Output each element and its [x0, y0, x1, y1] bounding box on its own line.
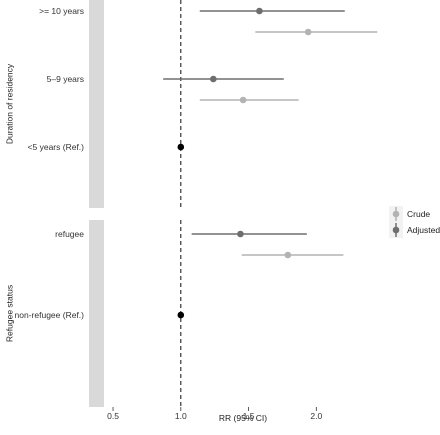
crude-point: [239, 96, 247, 104]
x-axis: 0.5 1.0 1.5 2.0: [107, 407, 322, 421]
row-label: >= 10 years: [39, 6, 84, 16]
row-10-years: >= 10 years: [39, 6, 378, 36]
panel-strip: [89, 220, 104, 407]
legend-label: Adjusted: [407, 225, 440, 235]
reference-point: [177, 143, 185, 151]
panel-duration-of-residency: Duration of residency >= 10 years 5–9 year…: [4, 0, 378, 208]
x-tick-label: 0.5: [107, 411, 119, 421]
legend: Crude Adjusted: [389, 206, 440, 238]
row-label: <5 years (Ref.): [28, 142, 85, 152]
row-label: non-refugee (Ref.): [15, 310, 85, 320]
x-axis-title: RR (95% CI): [219, 413, 267, 423]
crude-point: [304, 28, 312, 36]
adjusted-point: [210, 75, 217, 83]
row-label: 5–9 years: [47, 74, 84, 84]
x-tick-label: 2.0: [310, 411, 322, 421]
row-refugee: refugee: [55, 229, 344, 259]
legend-label: Crude: [407, 209, 430, 219]
legend-item-adjusted: Adjusted: [389, 222, 440, 238]
row-5-9-years: 5–9 years: [47, 74, 299, 104]
legend-key-point: [392, 210, 400, 218]
legend-key-point: [392, 226, 400, 234]
row-5-years-ref: <5 years (Ref.): [28, 142, 185, 152]
panel-refugee-status: Refugee status refugee non-refugee (Ref.): [4, 220, 344, 407]
x-tick-label: 1.5: [243, 411, 255, 421]
row-non-refugee-ref: non-refugee (Ref.): [15, 310, 185, 320]
panel-title: Refugee status: [4, 285, 14, 342]
reference-point: [177, 311, 185, 319]
row-label: refugee: [55, 229, 84, 239]
adjusted-point: [256, 7, 263, 15]
adjusted-point: [237, 230, 244, 238]
crude-point: [284, 251, 292, 259]
panel-strip: [89, 0, 104, 208]
legend-item-crude: Crude: [389, 206, 430, 222]
panel-title: Duration of residency: [4, 63, 14, 144]
plot-panels: Duration of residency >= 10 years 5–9 year…: [4, 0, 378, 407]
x-tick-label: 1.0: [175, 411, 187, 421]
